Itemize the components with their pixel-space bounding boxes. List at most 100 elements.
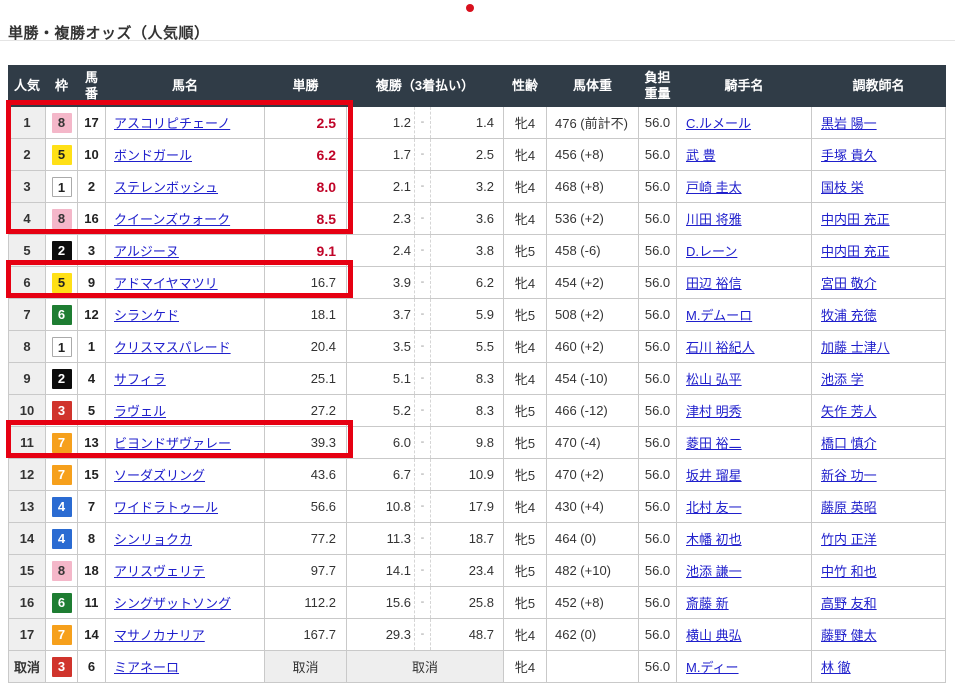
jockey-link[interactable]: 斎藤 新 bbox=[686, 596, 729, 611]
place-odds-separator: - bbox=[414, 523, 431, 554]
jockey-link[interactable]: 松山 弘平 bbox=[686, 372, 742, 387]
horse-name-link[interactable]: アスコリピチェーノ bbox=[114, 116, 231, 131]
place-odds-separator: - bbox=[414, 139, 431, 170]
horse-number-cell: 17 bbox=[77, 106, 106, 139]
place-odds-cell: 1.2- 1.4 bbox=[346, 106, 504, 139]
jockey-link[interactable]: 戸崎 圭太 bbox=[686, 180, 742, 195]
popularity-cell: 2 bbox=[8, 138, 46, 171]
jockey-link[interactable]: C.ルメール bbox=[686, 116, 752, 131]
horse-name-link[interactable]: シングザットソング bbox=[114, 596, 232, 611]
place-odds-cell: 3.7- 5.9 bbox=[346, 298, 504, 331]
jockey-link[interactable]: M.デムーロ bbox=[686, 308, 753, 323]
load-weight-cell: 56.0 bbox=[638, 618, 677, 651]
horse-name-link[interactable]: アルジーヌ bbox=[114, 244, 179, 259]
horse-weight-cell: 466 (-12) bbox=[546, 394, 639, 427]
table-row: 1 8 17 アスコリピチェーノ 2.5 1.2- 1.4 牝4 476 (前計不… bbox=[8, 106, 946, 139]
trainer-link[interactable]: 藤原 英昭 bbox=[821, 500, 877, 515]
jockey-cell: 石川 裕紀人 bbox=[676, 330, 812, 363]
frame-cell: 7 bbox=[45, 426, 78, 459]
horse-name-link[interactable]: ソーダズリング bbox=[114, 468, 206, 483]
horse-name-link[interactable]: クイーンズウォーク bbox=[114, 212, 231, 227]
trainer-cell: 竹内 正洋 bbox=[811, 522, 946, 555]
trainer-link[interactable]: 国枝 栄 bbox=[821, 180, 864, 195]
frame-cell: 6 bbox=[45, 298, 78, 331]
place-odds-cell: 2.3- 3.6 bbox=[346, 202, 504, 235]
horse-name-link[interactable]: ミアネーロ bbox=[114, 660, 180, 675]
jockey-link[interactable]: 坂井 瑠星 bbox=[686, 468, 742, 483]
place-odds-high: 3.8 bbox=[475, 243, 494, 258]
jockey-link[interactable]: 石川 裕紀人 bbox=[686, 340, 755, 355]
place-odds-separator: - bbox=[414, 619, 431, 650]
jockey-link[interactable]: 菱田 裕二 bbox=[686, 436, 742, 451]
horse-name-link[interactable]: アドマイヤマツリ bbox=[114, 276, 218, 291]
trainer-link[interactable]: 池添 学 bbox=[821, 372, 864, 387]
jockey-link[interactable]: D.レーン bbox=[686, 244, 738, 259]
jockey-link[interactable]: 田辺 裕信 bbox=[686, 276, 742, 291]
place-odds-low: 2.4 bbox=[392, 243, 411, 258]
win-odds-cell: 6.2 bbox=[264, 138, 347, 171]
jockey-link[interactable]: 北村 友一 bbox=[686, 500, 742, 515]
jockey-link[interactable]: 木幡 初也 bbox=[686, 532, 742, 547]
frame-badge: 5 bbox=[51, 144, 72, 165]
horse-name-link[interactable]: ボンドガール bbox=[114, 148, 193, 163]
popularity-cell: 17 bbox=[8, 618, 46, 651]
table-row: 6 5 9 アドマイヤマツリ 16.7 3.9-6.2 牝4 454 (+2) … bbox=[8, 266, 946, 299]
jockey-link[interactable]: 武 豊 bbox=[686, 148, 716, 163]
horse-name-link[interactable]: ラヴェル bbox=[114, 404, 167, 419]
trainer-cell: 牧浦 充徳 bbox=[811, 298, 946, 331]
horse-weight-cell: 464 (0) bbox=[546, 522, 639, 555]
trainer-link[interactable]: 牧浦 充徳 bbox=[821, 308, 877, 323]
trainer-link[interactable]: 橋口 慎介 bbox=[821, 436, 877, 451]
horse-name-link[interactable]: ビヨンドザヴァレー bbox=[114, 436, 232, 451]
frame-badge: 2 bbox=[51, 368, 72, 389]
place-odds-cell: 取消 bbox=[346, 650, 504, 683]
trainer-link[interactable]: 中内田 充正 bbox=[821, 244, 890, 259]
frame-cell: 2 bbox=[45, 234, 78, 267]
jockey-link[interactable]: 津村 明秀 bbox=[686, 404, 742, 419]
win-odds-cell: 112.2 bbox=[264, 586, 347, 619]
table-row: 10 3 5 ラヴェル 27.2 5.2- 8.3 牝5 466 (-12) 56… bbox=[8, 394, 946, 427]
place-odds-high: 8.3 bbox=[475, 371, 494, 386]
trainer-link[interactable]: 高野 友和 bbox=[821, 596, 877, 611]
trainer-link[interactable]: 宮田 敬介 bbox=[821, 276, 877, 291]
column-header-2: 枠 bbox=[45, 65, 78, 107]
horse-weight-cell: 456 (+8) bbox=[546, 138, 639, 171]
popularity-cell: 3 bbox=[8, 170, 46, 203]
jockey-link[interactable]: 横山 典弘 bbox=[686, 628, 742, 643]
trainer-cell: 中内田 充正 bbox=[811, 202, 946, 235]
jockey-link[interactable]: 池添 謙一 bbox=[686, 564, 742, 579]
jockey-link[interactable]: M.ディー bbox=[686, 660, 739, 675]
trainer-link[interactable]: 竹内 正洋 bbox=[821, 532, 877, 547]
place-odds-separator: - bbox=[414, 331, 431, 362]
horse-name-link[interactable]: アリスヴェリテ bbox=[114, 564, 206, 579]
trainer-link[interactable]: 林 徹 bbox=[821, 660, 851, 675]
win-odds-cell: 25.1 bbox=[264, 362, 347, 395]
popularity-cell: 16 bbox=[8, 586, 46, 619]
jockey-cell: D.レーン bbox=[676, 234, 812, 267]
horse-name-link[interactable]: ステレンボッシュ bbox=[114, 180, 219, 195]
horse-name-link[interactable]: マサノカナリア bbox=[114, 628, 205, 643]
trainer-link[interactable]: 新谷 功一 bbox=[821, 468, 877, 483]
horse-name-link[interactable]: ワイドラトゥール bbox=[114, 500, 219, 515]
load-weight-cell: 56.0 bbox=[638, 330, 677, 363]
trainer-link[interactable]: 加藤 士津八 bbox=[821, 340, 890, 355]
horse-name-link[interactable]: シンリョクカ bbox=[114, 532, 193, 547]
trainer-link[interactable]: 黒岩 陽一 bbox=[821, 116, 877, 131]
horse-name-link[interactable]: サフィラ bbox=[114, 372, 166, 387]
trainer-link[interactable]: 中竹 和也 bbox=[821, 564, 877, 579]
horse-name-link[interactable]: クリスマスパレード bbox=[114, 340, 231, 355]
trainer-link[interactable]: 矢作 芳人 bbox=[821, 404, 877, 419]
trainer-link[interactable]: 中内田 充正 bbox=[821, 212, 890, 227]
trainer-link[interactable]: 藤野 健太 bbox=[821, 628, 877, 643]
popularity-cell: 8 bbox=[8, 330, 46, 363]
column-header-10: 騎手名 bbox=[676, 65, 812, 107]
place-odds-cell: 11.3- 18.7 bbox=[346, 522, 504, 555]
column-header-1: 人気 bbox=[8, 65, 46, 107]
trainer-link[interactable]: 手塚 貴久 bbox=[821, 148, 877, 163]
place-odds-cell: 14.1- 23.4 bbox=[346, 554, 504, 587]
jockey-link[interactable]: 川田 将雅 bbox=[686, 212, 742, 227]
horse-name-link[interactable]: シランケド bbox=[114, 308, 180, 323]
place-odds-high: 6.2 bbox=[475, 275, 494, 290]
trainer-cell: 藤原 英昭 bbox=[811, 490, 946, 523]
place-odds-low: 1.7 bbox=[392, 147, 411, 162]
